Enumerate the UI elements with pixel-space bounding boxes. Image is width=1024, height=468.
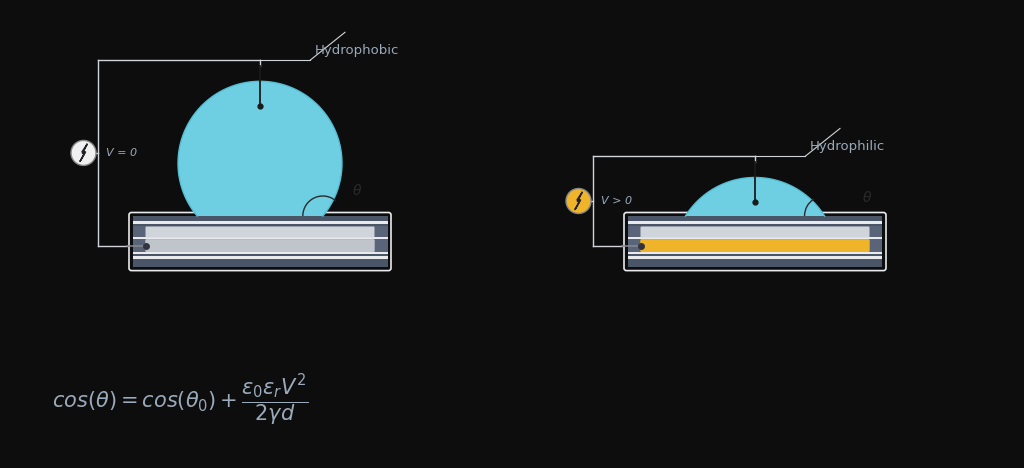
Bar	[628, 237, 883, 239]
Bar	[628, 216, 883, 221]
Bar	[132, 254, 387, 256]
Bar	[132, 239, 387, 252]
Bar	[132, 216, 387, 221]
FancyBboxPatch shape	[640, 227, 869, 237]
Bar	[628, 224, 883, 227]
Text: $\theta$: $\theta$	[352, 183, 362, 197]
Bar	[132, 221, 387, 224]
Bar	[132, 227, 387, 237]
Text: Hydrophilic: Hydrophilic	[810, 140, 886, 154]
FancyBboxPatch shape	[145, 227, 375, 237]
Bar	[628, 252, 883, 254]
Bar	[628, 239, 883, 252]
Bar	[132, 256, 387, 259]
Bar	[132, 259, 387, 267]
Polygon shape	[685, 177, 824, 216]
Bar	[132, 224, 387, 227]
Text: Hydrophobic: Hydrophobic	[315, 44, 399, 57]
Bar	[628, 254, 883, 256]
Circle shape	[71, 140, 96, 165]
FancyBboxPatch shape	[145, 239, 375, 252]
Bar	[132, 252, 387, 254]
FancyBboxPatch shape	[640, 239, 869, 252]
Bar	[628, 227, 883, 237]
Text: V > 0: V > 0	[600, 196, 632, 206]
Text: $\theta$: $\theta$	[862, 190, 872, 205]
Circle shape	[566, 189, 591, 213]
Bar	[132, 237, 387, 239]
Bar	[628, 259, 883, 267]
Text: V = 0: V = 0	[105, 148, 136, 158]
Text: $\mathit{cos(\theta) = cos(\theta_0) +\dfrac{\varepsilon_0 \varepsilon_r V^2}{2\: $\mathit{cos(\theta) = cos(\theta_0) +\d…	[52, 373, 308, 428]
Polygon shape	[178, 81, 342, 216]
Bar	[628, 256, 883, 259]
Bar	[628, 221, 883, 224]
